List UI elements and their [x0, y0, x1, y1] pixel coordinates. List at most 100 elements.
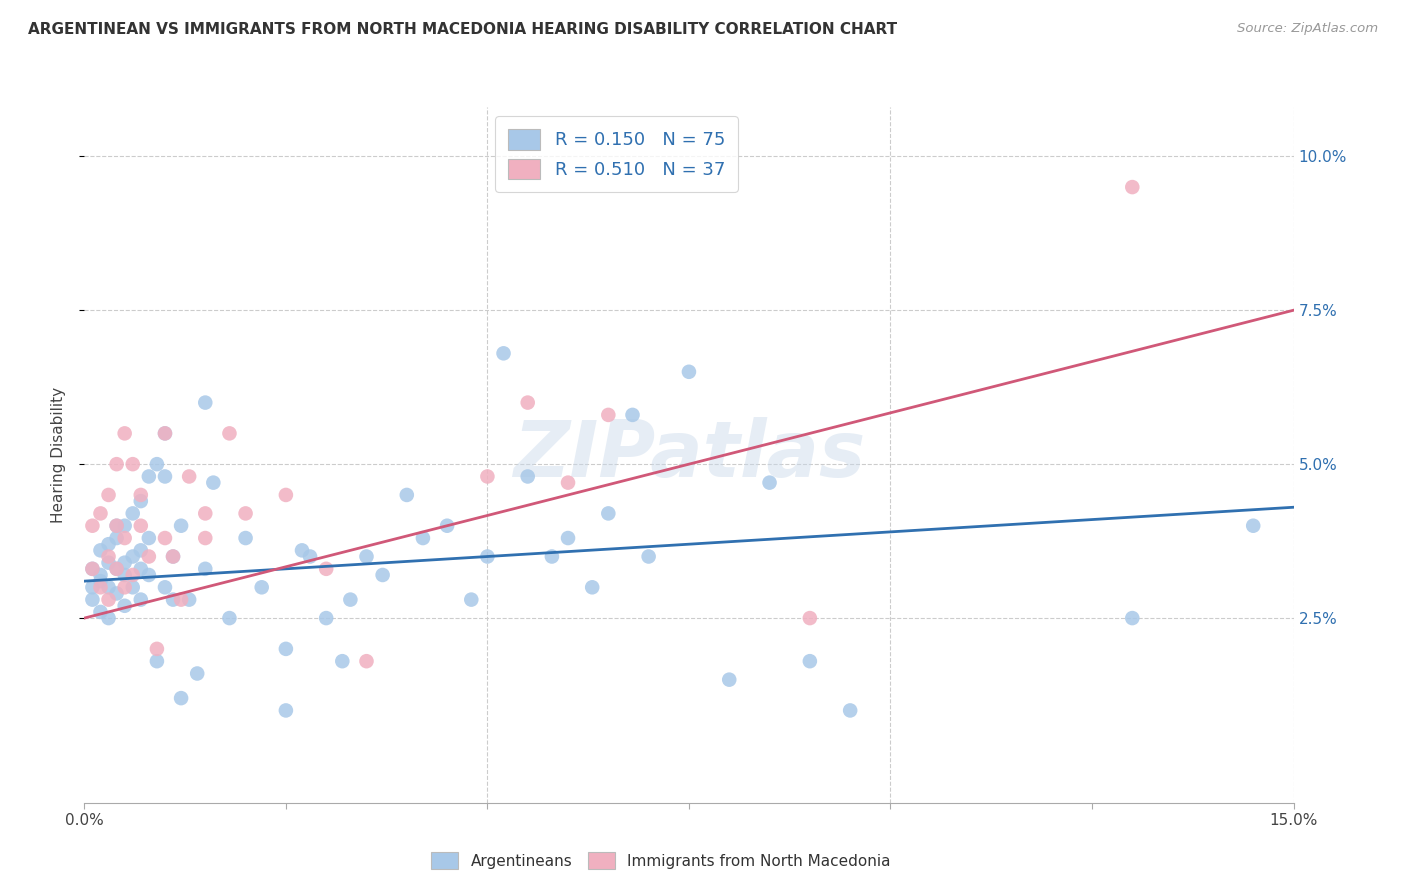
Point: [146, 641, 169, 656]
Point: [121, 580, 143, 594]
Point: [179, 592, 201, 607]
Text: ZIPatlas: ZIPatlas: [513, 417, 865, 493]
Point: [581, 580, 603, 594]
Point: [89, 543, 111, 558]
Legend: Argentineans, Immigrants from North Macedonia: Argentineans, Immigrants from North Mace…: [425, 846, 897, 875]
Point: [114, 580, 136, 594]
Point: [218, 611, 240, 625]
Point: [799, 611, 821, 625]
Point: [170, 592, 193, 607]
Point: [121, 507, 143, 521]
Point: [162, 549, 184, 564]
Point: [105, 518, 128, 533]
Point: [235, 507, 257, 521]
Point: [356, 549, 378, 564]
Y-axis label: Hearing Disability: Hearing Disability: [51, 387, 66, 523]
Point: [1121, 180, 1143, 194]
Point: [105, 457, 128, 471]
Point: [315, 611, 337, 625]
Point: [114, 518, 136, 533]
Point: [138, 469, 160, 483]
Point: [129, 494, 152, 508]
Point: [516, 469, 538, 483]
Point: [129, 592, 152, 607]
Point: [82, 592, 104, 607]
Point: [146, 457, 169, 471]
Point: [89, 580, 111, 594]
Point: [114, 531, 136, 545]
Point: [194, 395, 217, 409]
Point: [82, 562, 104, 576]
Point: [170, 518, 193, 533]
Legend: R = 0.150   N = 75, R = 0.510   N = 37: R = 0.150 N = 75, R = 0.510 N = 37: [495, 116, 738, 192]
Point: [330, 654, 353, 668]
Point: [274, 641, 297, 656]
Point: [82, 518, 104, 533]
Point: [97, 488, 120, 502]
Point: [315, 562, 337, 576]
Point: [598, 507, 620, 521]
Point: [162, 549, 184, 564]
Point: [97, 549, 120, 564]
Point: [274, 703, 297, 717]
Point: [291, 543, 314, 558]
Point: [460, 592, 482, 607]
Point: [218, 426, 240, 441]
Point: [114, 568, 136, 582]
Point: [758, 475, 780, 490]
Point: [516, 395, 538, 409]
Point: [170, 691, 193, 706]
Point: [186, 666, 208, 681]
Point: [97, 611, 120, 625]
Point: [274, 488, 297, 502]
Point: [1241, 518, 1264, 533]
Point: [114, 556, 136, 570]
Point: [557, 531, 579, 545]
Point: [153, 426, 176, 441]
Point: [89, 507, 111, 521]
Point: [356, 654, 378, 668]
Point: [121, 457, 143, 471]
Point: [82, 580, 104, 594]
Point: [477, 469, 499, 483]
Point: [250, 580, 273, 594]
Point: [89, 605, 111, 619]
Point: [138, 549, 160, 564]
Point: [678, 365, 700, 379]
Point: [105, 531, 128, 545]
Point: [146, 654, 169, 668]
Point: [339, 592, 361, 607]
Point: [371, 568, 394, 582]
Point: [1121, 611, 1143, 625]
Point: [839, 703, 862, 717]
Point: [129, 488, 152, 502]
Point: [541, 549, 564, 564]
Point: [153, 580, 176, 594]
Point: [299, 549, 322, 564]
Point: [412, 531, 434, 545]
Point: [129, 518, 152, 533]
Point: [637, 549, 659, 564]
Point: [799, 654, 821, 668]
Point: [129, 543, 152, 558]
Point: [129, 562, 152, 576]
Point: [202, 475, 225, 490]
Point: [105, 518, 128, 533]
Point: [194, 507, 217, 521]
Point: [153, 531, 176, 545]
Point: [621, 408, 644, 422]
Point: [138, 531, 160, 545]
Point: [105, 562, 128, 576]
Point: [121, 568, 143, 582]
Point: [395, 488, 418, 502]
Point: [194, 531, 217, 545]
Point: [82, 562, 104, 576]
Point: [89, 568, 111, 582]
Point: [153, 469, 176, 483]
Point: [194, 562, 217, 576]
Point: [718, 673, 741, 687]
Point: [105, 586, 128, 600]
Point: [97, 556, 120, 570]
Point: [97, 592, 120, 607]
Point: [89, 574, 111, 589]
